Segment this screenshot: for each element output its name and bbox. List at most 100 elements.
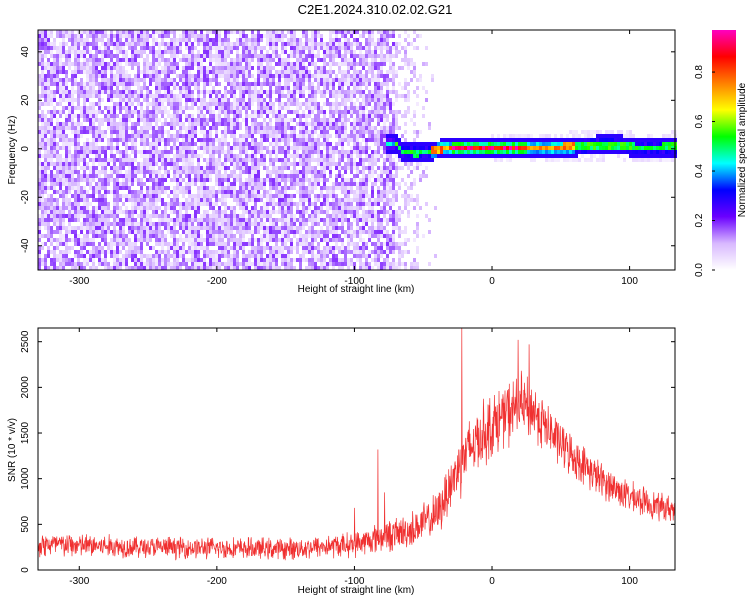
spectrogram-cell [233, 218, 236, 222]
spectrogram-cell [140, 50, 143, 54]
spectrogram-cell [281, 38, 284, 42]
spectrogram-cell [194, 166, 197, 170]
spectrogram-cell [209, 238, 212, 242]
spectrogram-cell [179, 238, 182, 242]
spectrogram-cell [209, 42, 212, 46]
spectrogram-cell [215, 106, 218, 110]
spectrogram-cell [164, 66, 167, 70]
spectrogram-cell [326, 190, 329, 194]
spectrogram-cell [326, 226, 329, 230]
spectrogram-cell [284, 146, 287, 150]
spectrogram-cell [146, 130, 149, 134]
spectrogram-cell [173, 234, 176, 238]
spectrogram-cell [116, 42, 119, 46]
spectrogram-cell [110, 266, 113, 270]
spectrogram-cell [275, 258, 278, 262]
spectrogram-cell [218, 182, 221, 186]
spectrogram-cell [200, 146, 203, 150]
spectrogram-cell [101, 86, 104, 90]
spectrogram-cell [113, 74, 116, 78]
spectrogram-cell [140, 218, 143, 222]
spectrogram-cell [92, 242, 95, 246]
spectrogram-cell [224, 262, 227, 266]
spectrogram-cell [341, 74, 344, 78]
spectrogram-cell [98, 58, 101, 62]
spectrogram-cell [176, 230, 179, 234]
spectrogram-cell [299, 226, 302, 230]
spectrogram-cell [338, 122, 341, 126]
spectrogram-cell [275, 150, 278, 154]
spectrogram-cell [206, 38, 209, 42]
spectrogram-cell [287, 138, 290, 142]
spectrogram-cell [290, 94, 293, 98]
spectrogram-cell [329, 202, 332, 206]
spectrogram-cell [71, 70, 74, 74]
spectrogram-cell [272, 178, 275, 182]
spectrogram-cell [287, 74, 290, 78]
spectrogram-cell [47, 158, 50, 162]
spectrogram-cell [260, 266, 263, 270]
spectrogram-cell [104, 250, 107, 254]
spectrogram-cell [194, 86, 197, 90]
spectrogram-cell [176, 122, 179, 126]
spectrogram-cell [179, 234, 182, 238]
spectrogram-cell [329, 206, 332, 210]
spectrogram-cell [284, 234, 287, 238]
spectrogram-cell [137, 166, 140, 170]
spectrogram-cell [230, 130, 233, 134]
spectrogram-cell [287, 222, 290, 226]
spectrogram-cell [128, 198, 131, 202]
spectrogram-cell [101, 54, 104, 58]
spectrogram-cell [173, 106, 176, 110]
spectrogram-cell [83, 66, 86, 70]
spectrogram-cell [155, 254, 158, 258]
spectrogram-cell [197, 94, 200, 98]
spectrogram-cell [119, 194, 122, 198]
spectrogram-cell [194, 102, 197, 106]
spectrogram-cell [338, 30, 341, 34]
spectrogram-cell [92, 58, 95, 62]
spectrogram-cell [74, 250, 77, 254]
spectrogram-cell [107, 158, 110, 162]
spectrogram-cell [59, 190, 62, 194]
spectrogram-cell [59, 50, 62, 54]
spectrogram-cell [167, 74, 170, 78]
spectrogram-cell [317, 214, 320, 218]
spectrogram-cell [80, 146, 83, 150]
spectrogram-cell [155, 38, 158, 42]
spectrogram-cell [101, 178, 104, 182]
spectrogram-cell [302, 198, 305, 202]
spectrogram-cell [278, 98, 281, 102]
spectrogram-cell [284, 130, 287, 134]
spectrogram-cell [137, 190, 140, 194]
spectrogram-cell [200, 142, 203, 146]
spectrogram-cell [197, 70, 200, 74]
spectrogram-cell [203, 194, 206, 198]
spectrogram-cell [86, 66, 89, 70]
spectrogram-cell [329, 114, 332, 118]
spectrogram-cell [230, 42, 233, 46]
spectrogram-cell [59, 30, 62, 34]
spectrogram-cell [335, 90, 338, 94]
spectrogram-cell [122, 66, 125, 70]
spectrogram-cell [182, 194, 185, 198]
spectrogram-cell [62, 122, 65, 126]
spectrogram-cell [293, 178, 296, 182]
spectrogram-cell [203, 266, 206, 270]
spectrogram-cell [284, 186, 287, 190]
spectrogram-cell [68, 30, 71, 34]
spectrogram-cell [233, 206, 236, 210]
spectrogram-cell [149, 246, 152, 250]
spectrogram-cell [263, 258, 266, 262]
spectrogram-cell [95, 58, 98, 62]
spectrogram-cell [83, 118, 86, 122]
spectrogram-cell [227, 190, 230, 194]
spectrogram-cell [119, 90, 122, 94]
spectrogram-cell [125, 54, 128, 58]
spectrogram-cell [56, 198, 59, 202]
spectrogram-cell [317, 78, 320, 82]
spectrogram-cell [125, 146, 128, 150]
spectrogram-cell [197, 222, 200, 226]
spectrogram-cell [260, 218, 263, 222]
spectrogram-cell [248, 54, 251, 58]
